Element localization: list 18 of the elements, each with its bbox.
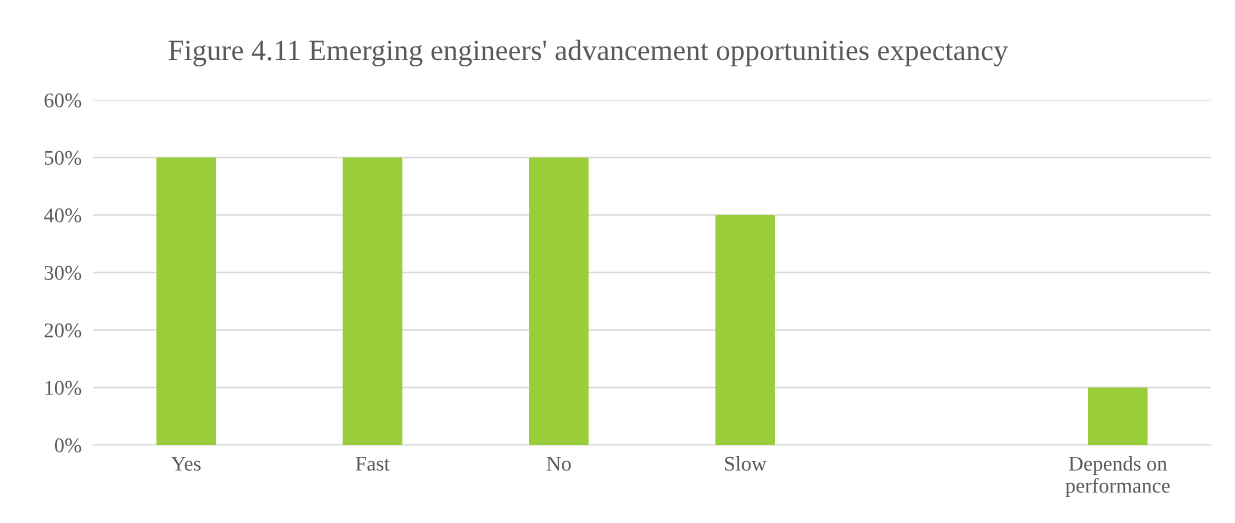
chart-title: Figure 4.11 Emerging engineers' advancement opportunities expectancy: [168, 39, 1009, 67]
x-tick-label: Fast: [355, 456, 390, 471]
x-tick-label: Yes: [171, 456, 201, 471]
bar: [529, 157, 589, 445]
y-tick-label: 60%: [44, 93, 82, 108]
y-tick-label: 30%: [44, 265, 82, 280]
bar: [715, 215, 775, 445]
bar: [156, 157, 216, 445]
y-tick-label: 10%: [45, 380, 82, 395]
bar: [342, 157, 403, 445]
bar: [1088, 387, 1148, 445]
y-tick-label: 0%: [54, 438, 82, 453]
x-tick-label: Slow: [725, 456, 767, 471]
x-tick-label: No: [546, 456, 571, 471]
y-tick-label: 40%: [44, 208, 82, 223]
y-tick-label: 20%: [44, 323, 82, 338]
x-tick-label: Depends on performance: [1065, 456, 1170, 498]
y-tick-label: 50%: [44, 150, 82, 165]
